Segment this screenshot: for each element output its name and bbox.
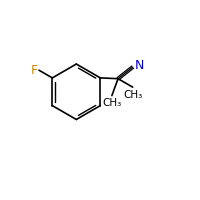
- Text: CH₃: CH₃: [123, 90, 143, 100]
- Text: N: N: [135, 59, 144, 72]
- Text: F: F: [31, 64, 38, 77]
- Text: CH₃: CH₃: [102, 98, 121, 108]
